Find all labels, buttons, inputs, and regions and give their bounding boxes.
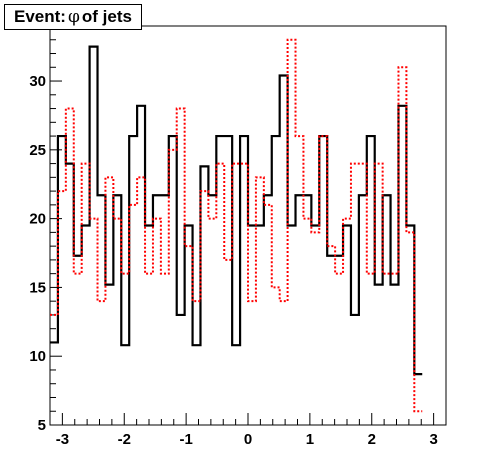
histogram-series-black-solid xyxy=(50,45,423,376)
chart-title-prefix: Event: xyxy=(14,7,66,26)
y-tick-label: 15 xyxy=(29,279,46,296)
y-tick-label: 5 xyxy=(38,417,46,434)
x-tick-label: 0 xyxy=(244,431,252,448)
histogram-series-red-dotted xyxy=(50,38,423,413)
x-tick-label: -1 xyxy=(179,431,192,448)
x-tick-label: 3 xyxy=(429,431,437,448)
chart-title-phi-symbol: φ xyxy=(67,7,80,27)
x-tick-label: -3 xyxy=(56,431,69,448)
chart-title: Event: φ of jets xyxy=(4,4,142,30)
x-tick-label: 1 xyxy=(306,431,314,448)
y-tick-label: 25 xyxy=(29,142,46,159)
y-tick-label: 10 xyxy=(29,348,46,365)
x-tick-label: -2 xyxy=(118,431,131,448)
x-tick-label: 2 xyxy=(368,431,376,448)
y-tick-label: 30 xyxy=(29,73,46,90)
chart-title-suffix: of jets xyxy=(81,7,132,26)
y-tick-label: 20 xyxy=(29,211,46,228)
